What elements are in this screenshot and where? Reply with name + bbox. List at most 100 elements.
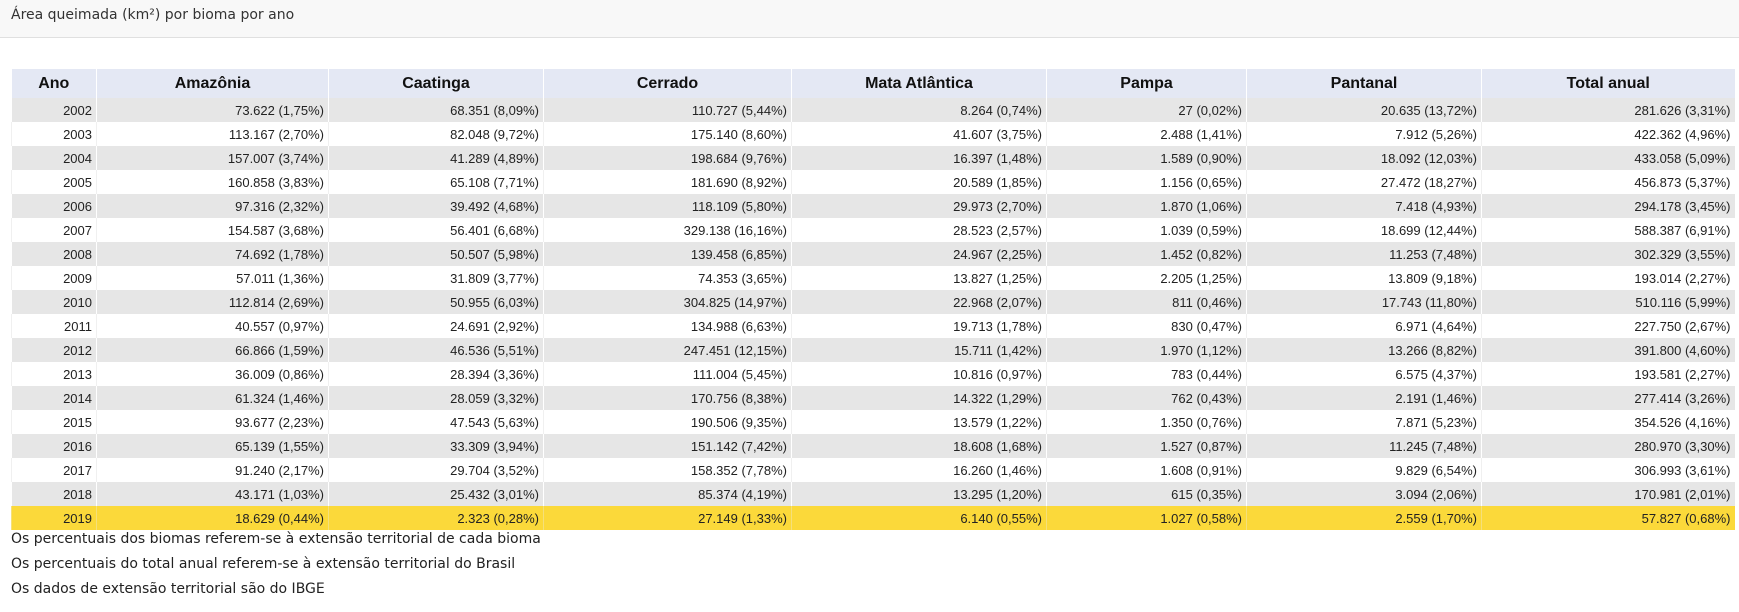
cell-amazonia: 66.866 (1,59%) — [96, 338, 329, 362]
cell-pantanal: 2.191 (1,46%) — [1246, 386, 1482, 410]
column-header-ano[interactable]: Ano — [11, 69, 97, 98]
cell-ano: 2003 — [11, 122, 97, 146]
table-row: 2010 112.814 (2,69%) 50.955 (6,03%) 304.825… — [11, 290, 1735, 314]
column-header-pantanal[interactable]: Pantanal — [1246, 69, 1482, 98]
cell-cerrado: 111.004 (5,45%) — [543, 362, 792, 386]
cell-pantanal: 11.253 (7,48%) — [1246, 242, 1482, 266]
cell-pantanal: 7.418 (4,93%) — [1246, 194, 1482, 218]
cell-cerrado: 198.684 (9,76%) — [543, 146, 792, 170]
cell-cerrado: 329.138 (16,16%) — [543, 218, 792, 242]
cell-mata-atlantica: 24.967 (2,25%) — [791, 242, 1047, 266]
cell-caatinga: 68.351 (8,09%) — [328, 98, 544, 122]
cell-pantanal: 7.871 (5,23%) — [1246, 410, 1482, 434]
cell-caatinga: 24.691 (2,92%) — [328, 314, 544, 338]
column-header-total-anual[interactable]: Total anual — [1481, 69, 1735, 98]
cell-total-anual: 588.387 (6,91%) — [1481, 218, 1735, 242]
column-header-caatinga[interactable]: Caatinga — [328, 69, 544, 98]
cell-caatinga: 33.309 (3,94%) — [328, 434, 544, 458]
cell-total-anual: 193.581 (2,27%) — [1481, 362, 1735, 386]
cell-total-anual: 227.750 (2,67%) — [1481, 314, 1735, 338]
cell-pampa: 1.608 (0,91%) — [1046, 458, 1247, 482]
column-header-pampa[interactable]: Pampa — [1046, 69, 1247, 98]
cell-mata-atlantica: 13.579 (1,22%) — [791, 410, 1047, 434]
cell-cerrado: 85.374 (4,19%) — [543, 482, 792, 506]
cell-ano: 2017 — [11, 458, 97, 482]
cell-caatinga: 56.401 (6,68%) — [328, 218, 544, 242]
cell-ano: 2011 — [11, 314, 97, 338]
cell-total-anual: 280.970 (3,30%) — [1481, 434, 1735, 458]
cell-amazonia: 113.167 (2,70%) — [96, 122, 329, 146]
cell-caatinga: 65.108 (7,71%) — [328, 170, 544, 194]
cell-pantanal: 2.559 (1,70%) — [1246, 506, 1482, 530]
cell-cerrado: 134.988 (6,63%) — [543, 314, 792, 338]
cell-ano: 2006 — [11, 194, 97, 218]
cell-pantanal: 9.829 (6,54%) — [1246, 458, 1482, 482]
cell-pampa: 1.970 (1,12%) — [1046, 338, 1247, 362]
cell-caatinga: 28.059 (3,32%) — [328, 386, 544, 410]
cell-mata-atlantica: 41.607 (3,75%) — [791, 122, 1047, 146]
cell-cerrado: 304.825 (14,97%) — [543, 290, 792, 314]
cell-mata-atlantica: 8.264 (0,74%) — [791, 98, 1047, 122]
cell-cerrado: 151.142 (7,42%) — [543, 434, 792, 458]
column-header-cerrado[interactable]: Cerrado — [543, 69, 792, 98]
table-row: 2018 43.171 (1,03%) 25.432 (3,01%) 85.374 (… — [11, 482, 1735, 506]
column-header-amazonia[interactable]: Amazônia — [96, 69, 329, 98]
table-header-row: Ano Amazônia Caatinga Cerrado Mata Atlân… — [11, 69, 1735, 98]
cell-total-anual: 456.873 (5,37%) — [1481, 170, 1735, 194]
cell-total-anual: 391.800 (4,60%) — [1481, 338, 1735, 362]
table-row: 2017 91.240 (2,17%) 29.704 (3,52%) 158.352 … — [11, 458, 1735, 482]
cell-pampa: 1.350 (0,76%) — [1046, 410, 1247, 434]
cell-amazonia: 112.814 (2,69%) — [96, 290, 329, 314]
cell-amazonia: 73.622 (1,75%) — [96, 98, 329, 122]
cell-ano: 2010 — [11, 290, 97, 314]
cell-ano: 2004 — [11, 146, 97, 170]
cell-pantanal: 27.472 (18,27%) — [1246, 170, 1482, 194]
cell-mata-atlantica: 19.713 (1,78%) — [791, 314, 1047, 338]
table-body: 2002 73.622 (1,75%) 68.351 (8,09%) 110.727 … — [11, 98, 1735, 530]
column-header-mata-atlantica[interactable]: Mata Atlântica — [791, 69, 1047, 98]
cell-total-anual: 510.116 (5,99%) — [1481, 290, 1735, 314]
burned-area-table: Ano Amazônia Caatinga Cerrado Mata Atlân… — [11, 69, 1735, 530]
cell-total-anual: 170.981 (2,01%) — [1481, 482, 1735, 506]
cell-pampa: 811 (0,46%) — [1046, 290, 1247, 314]
cell-ano: 2008 — [11, 242, 97, 266]
cell-mata-atlantica: 6.140 (0,55%) — [791, 506, 1047, 530]
table-row: 2008 74.692 (1,78%) 50.507 (5,98%) 139.458 … — [11, 242, 1735, 266]
cell-pampa: 1.589 (0,90%) — [1046, 146, 1247, 170]
cell-amazonia: 65.139 (1,55%) — [96, 434, 329, 458]
cell-total-anual: 302.329 (3,55%) — [1481, 242, 1735, 266]
cell-ano: 2015 — [11, 410, 97, 434]
table-row: 2016 65.139 (1,55%) 33.309 (3,94%) 151.142 … — [11, 434, 1735, 458]
cell-caatinga: 50.955 (6,03%) — [328, 290, 544, 314]
cell-ano: 2002 — [11, 98, 97, 122]
cell-caatinga: 46.536 (5,51%) — [328, 338, 544, 362]
cell-caatinga: 47.543 (5,63%) — [328, 410, 544, 434]
cell-amazonia: 57.011 (1,36%) — [96, 266, 329, 290]
cell-pampa: 2.488 (1,41%) — [1046, 122, 1247, 146]
table-row: 2002 73.622 (1,75%) 68.351 (8,09%) 110.727 … — [11, 98, 1735, 122]
cell-amazonia: 154.587 (3,68%) — [96, 218, 329, 242]
cell-total-anual: 57.827 (0,68%) — [1481, 506, 1735, 530]
cell-pantanal: 18.699 (12,44%) — [1246, 218, 1482, 242]
cell-mata-atlantica: 18.608 (1,68%) — [791, 434, 1047, 458]
cell-caatinga: 41.289 (4,89%) — [328, 146, 544, 170]
cell-cerrado: 118.109 (5,80%) — [543, 194, 792, 218]
cell-pantanal: 6.575 (4,37%) — [1246, 362, 1482, 386]
table-row: 2019 18.629 (0,44%) 2.323 (0,28%) 27.149 (1… — [11, 506, 1735, 530]
cell-mata-atlantica: 13.295 (1,20%) — [791, 482, 1047, 506]
cell-amazonia: 18.629 (0,44%) — [96, 506, 329, 530]
cell-mata-atlantica: 29.973 (2,70%) — [791, 194, 1047, 218]
cell-total-anual: 277.414 (3,26%) — [1481, 386, 1735, 410]
table-row: 2005 160.858 (3,83%) 65.108 (7,71%) 181.690… — [11, 170, 1735, 194]
cell-pantanal: 13.266 (8,82%) — [1246, 338, 1482, 362]
cell-caatinga: 31.809 (3,77%) — [328, 266, 544, 290]
cell-cerrado: 247.451 (12,15%) — [543, 338, 792, 362]
cell-pantanal: 6.971 (4,64%) — [1246, 314, 1482, 338]
cell-caatinga: 50.507 (5,98%) — [328, 242, 544, 266]
cell-pantanal: 3.094 (2,06%) — [1246, 482, 1482, 506]
footnote-biome-percent: Os percentuais dos biomas referem-se à e… — [11, 531, 541, 547]
cell-mata-atlantica: 20.589 (1,85%) — [791, 170, 1047, 194]
cell-mata-atlantica: 16.397 (1,48%) — [791, 146, 1047, 170]
table-row: 2011 40.557 (0,97%) 24.691 (2,92%) 134.988 … — [11, 314, 1735, 338]
cell-total-anual: 306.993 (3,61%) — [1481, 458, 1735, 482]
